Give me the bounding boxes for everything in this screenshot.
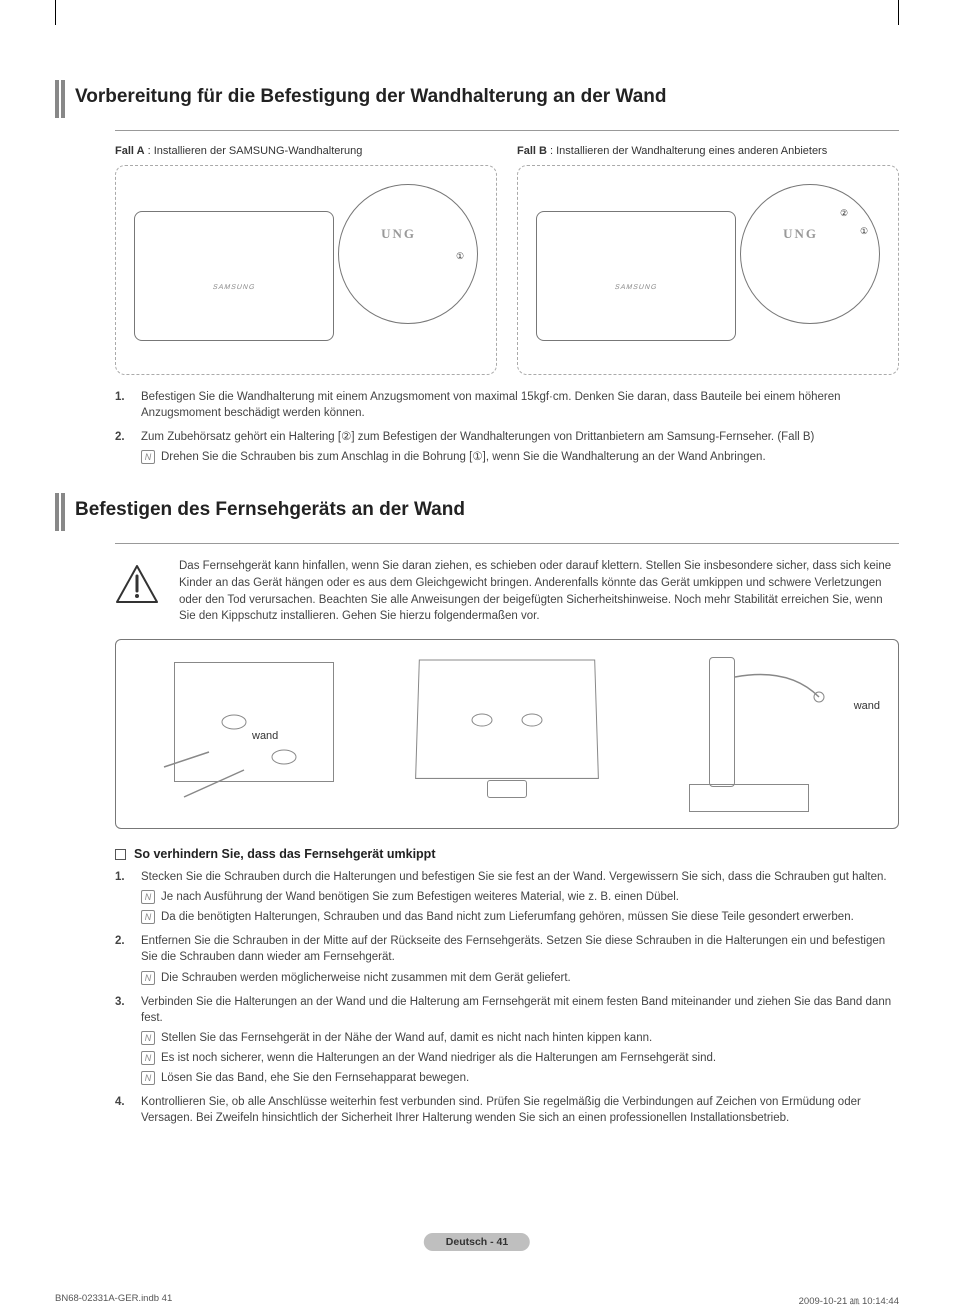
section1-item1: 1. Befestigen Sie die Wandhalterung mit … — [115, 389, 899, 421]
zoom-label-a: UNG — [381, 226, 416, 242]
item2-note-row: N Drehen Sie die Schrauben bis zum Ansch… — [141, 449, 814, 465]
note-icon: N — [141, 450, 155, 464]
tv-sketch-b — [536, 211, 736, 341]
step3-note3: Lösen Sie das Band, ehe Sie den Fernseha… — [161, 1070, 469, 1086]
case-b-rest: : Installieren der Wandhalterung eines a… — [547, 145, 827, 157]
step4: 4. Kontrollieren Sie, ob alle Anschlüsse… — [115, 1094, 899, 1126]
footer-timestamp: 2009-10-21 ㏂ 10:14:44 — [799, 1293, 899, 1307]
item2-note: Drehen Sie die Schrauben bis zum Anschla… — [161, 449, 766, 465]
sub-heading: So verhindern Sie, dass das Fernsehgerät… — [115, 847, 899, 861]
tv-sketch-a — [134, 211, 334, 341]
heading-bars — [55, 80, 65, 118]
section1-item2: 2. Zum Zubehörsatz gehört ein Haltering … — [115, 429, 899, 465]
item2-text: Zum Zubehörsatz gehört ein Haltering [②]… — [141, 429, 814, 445]
diagram-a: UNG ① — [115, 165, 497, 375]
heading-bars-2 — [55, 493, 65, 531]
step2-note1: Die Schrauben werden möglicherweise nich… — [161, 970, 571, 986]
step3: 3. Verbinden Sie die Halterungen an der … — [115, 994, 899, 1086]
step1-note1-row: N Je nach Ausführung der Wand benötigen … — [141, 889, 887, 905]
diagram-b: UNG ② ① — [517, 165, 899, 375]
warning-row: Das Fernsehgerät kann hinfallen, wenn Si… — [115, 558, 899, 625]
crop-marks — [0, 0, 954, 40]
section2-heading: Befestigen des Fernsehgeräts an der Wand — [55, 493, 899, 531]
footer-meta: BN68-02331A-GER.indb 41 2009-10-21 ㏂ 10:… — [55, 1293, 899, 1307]
step3-note1: Stellen Sie das Fernsehgerät in der Nähe… — [161, 1030, 652, 1046]
step3-note2-row: N Es ist noch sicherer, wenn die Halteru… — [141, 1050, 899, 1066]
note-icon: N — [141, 1031, 155, 1045]
circled-1-b: ① — [858, 226, 870, 238]
warning-icon — [115, 558, 161, 604]
note-icon: N — [141, 971, 155, 985]
circled-1-a: ① — [454, 251, 466, 263]
note-icon: N — [141, 1071, 155, 1085]
heading-underline-2 — [115, 543, 899, 544]
zoom-circle-b — [740, 184, 880, 324]
item1-num: 1. — [115, 389, 131, 421]
step1-note2-row: N Da die benötigten Halterungen, Schraub… — [141, 909, 887, 925]
step3-note1-row: N Stellen Sie das Fernsehgerät in der Nä… — [141, 1030, 899, 1046]
section1-title: Vorbereitung für die Befestigung der Wan… — [75, 80, 667, 118]
cases-row: Fall A : Installieren der SAMSUNG-Wandha… — [115, 145, 899, 375]
case-a-rest: : Installieren der SAMSUNG-Wandhalterung — [145, 145, 363, 157]
step3-note3-row: N Lösen Sie das Band, ehe Sie den Fernse… — [141, 1070, 899, 1086]
footer-doc-id: BN68-02331A-GER.indb 41 — [55, 1293, 172, 1307]
step2-num: 2. — [115, 933, 131, 985]
item1-text: Befestigen Sie die Wandhalterung mit ein… — [141, 389, 899, 421]
sub-heading-text: So verhindern Sie, dass das Fernsehgerät… — [134, 847, 435, 861]
section2-title: Befestigen des Fernsehgeräts an der Wand — [75, 493, 465, 531]
case-a-column: Fall A : Installieren der SAMSUNG-Wandha… — [115, 145, 497, 375]
section1-list: 1. Befestigen Sie die Wandhalterung mit … — [115, 389, 899, 465]
step3-text: Verbinden Sie die Halterungen an der Wan… — [141, 994, 899, 1026]
step4-text: Kontrollieren Sie, ob alle Anschlüsse we… — [141, 1094, 899, 1126]
heading-underline-1 — [115, 130, 899, 131]
step2-text: Entfernen Sie die Schrauben in der Mitte… — [141, 933, 899, 965]
page-number-pill: Deutsch - 41 — [424, 1233, 530, 1251]
step1-note1: Je nach Ausführung der Wand benötigen Si… — [161, 889, 679, 905]
case-b-bold: Fall B — [517, 145, 547, 157]
step1: 1. Stecken Sie die Schrauben durch die H… — [115, 869, 899, 925]
note-icon: N — [141, 890, 155, 904]
step2: 2. Entfernen Sie die Schrauben in der Mi… — [115, 933, 899, 985]
note-icon: N — [141, 1051, 155, 1065]
step3-note2: Es ist noch sicherer, wenn die Halterung… — [161, 1050, 716, 1066]
step1-num: 1. — [115, 869, 131, 925]
step1-note2: Da die benötigten Halterungen, Schrauben… — [161, 909, 854, 925]
case-b-column: Fall B : Installieren der Wandhalterung … — [517, 145, 899, 375]
case-a-label: Fall A : Installieren der SAMSUNG-Wandha… — [115, 145, 497, 157]
illustration-box: wand wand — [115, 639, 899, 829]
illus-panel-1: wand — [134, 652, 375, 816]
item2-num: 2. — [115, 429, 131, 465]
case-a-bold: Fall A — [115, 145, 145, 157]
note-icon: N — [141, 910, 155, 924]
illus-panel-3: wand — [639, 652, 880, 816]
circled-2-b: ② — [838, 208, 850, 220]
zoom-label-b: UNG — [783, 226, 818, 242]
case-b-label: Fall B : Installieren der Wandhalterung … — [517, 145, 899, 157]
step2-note1-row: N Die Schrauben werden möglicherweise ni… — [141, 970, 899, 986]
illus-panel-2 — [387, 652, 628, 816]
step1-text: Stecken Sie die Schrauben durch die Halt… — [141, 869, 887, 885]
warning-text: Das Fernsehgerät kann hinfallen, wenn Si… — [179, 558, 899, 625]
section1-heading: Vorbereitung für die Befestigung der Wan… — [55, 80, 899, 118]
box-bullet-icon — [115, 849, 126, 860]
section2-list: 1. Stecken Sie die Schrauben durch die H… — [115, 869, 899, 1126]
step4-num: 4. — [115, 1094, 131, 1126]
step3-num: 3. — [115, 994, 131, 1086]
